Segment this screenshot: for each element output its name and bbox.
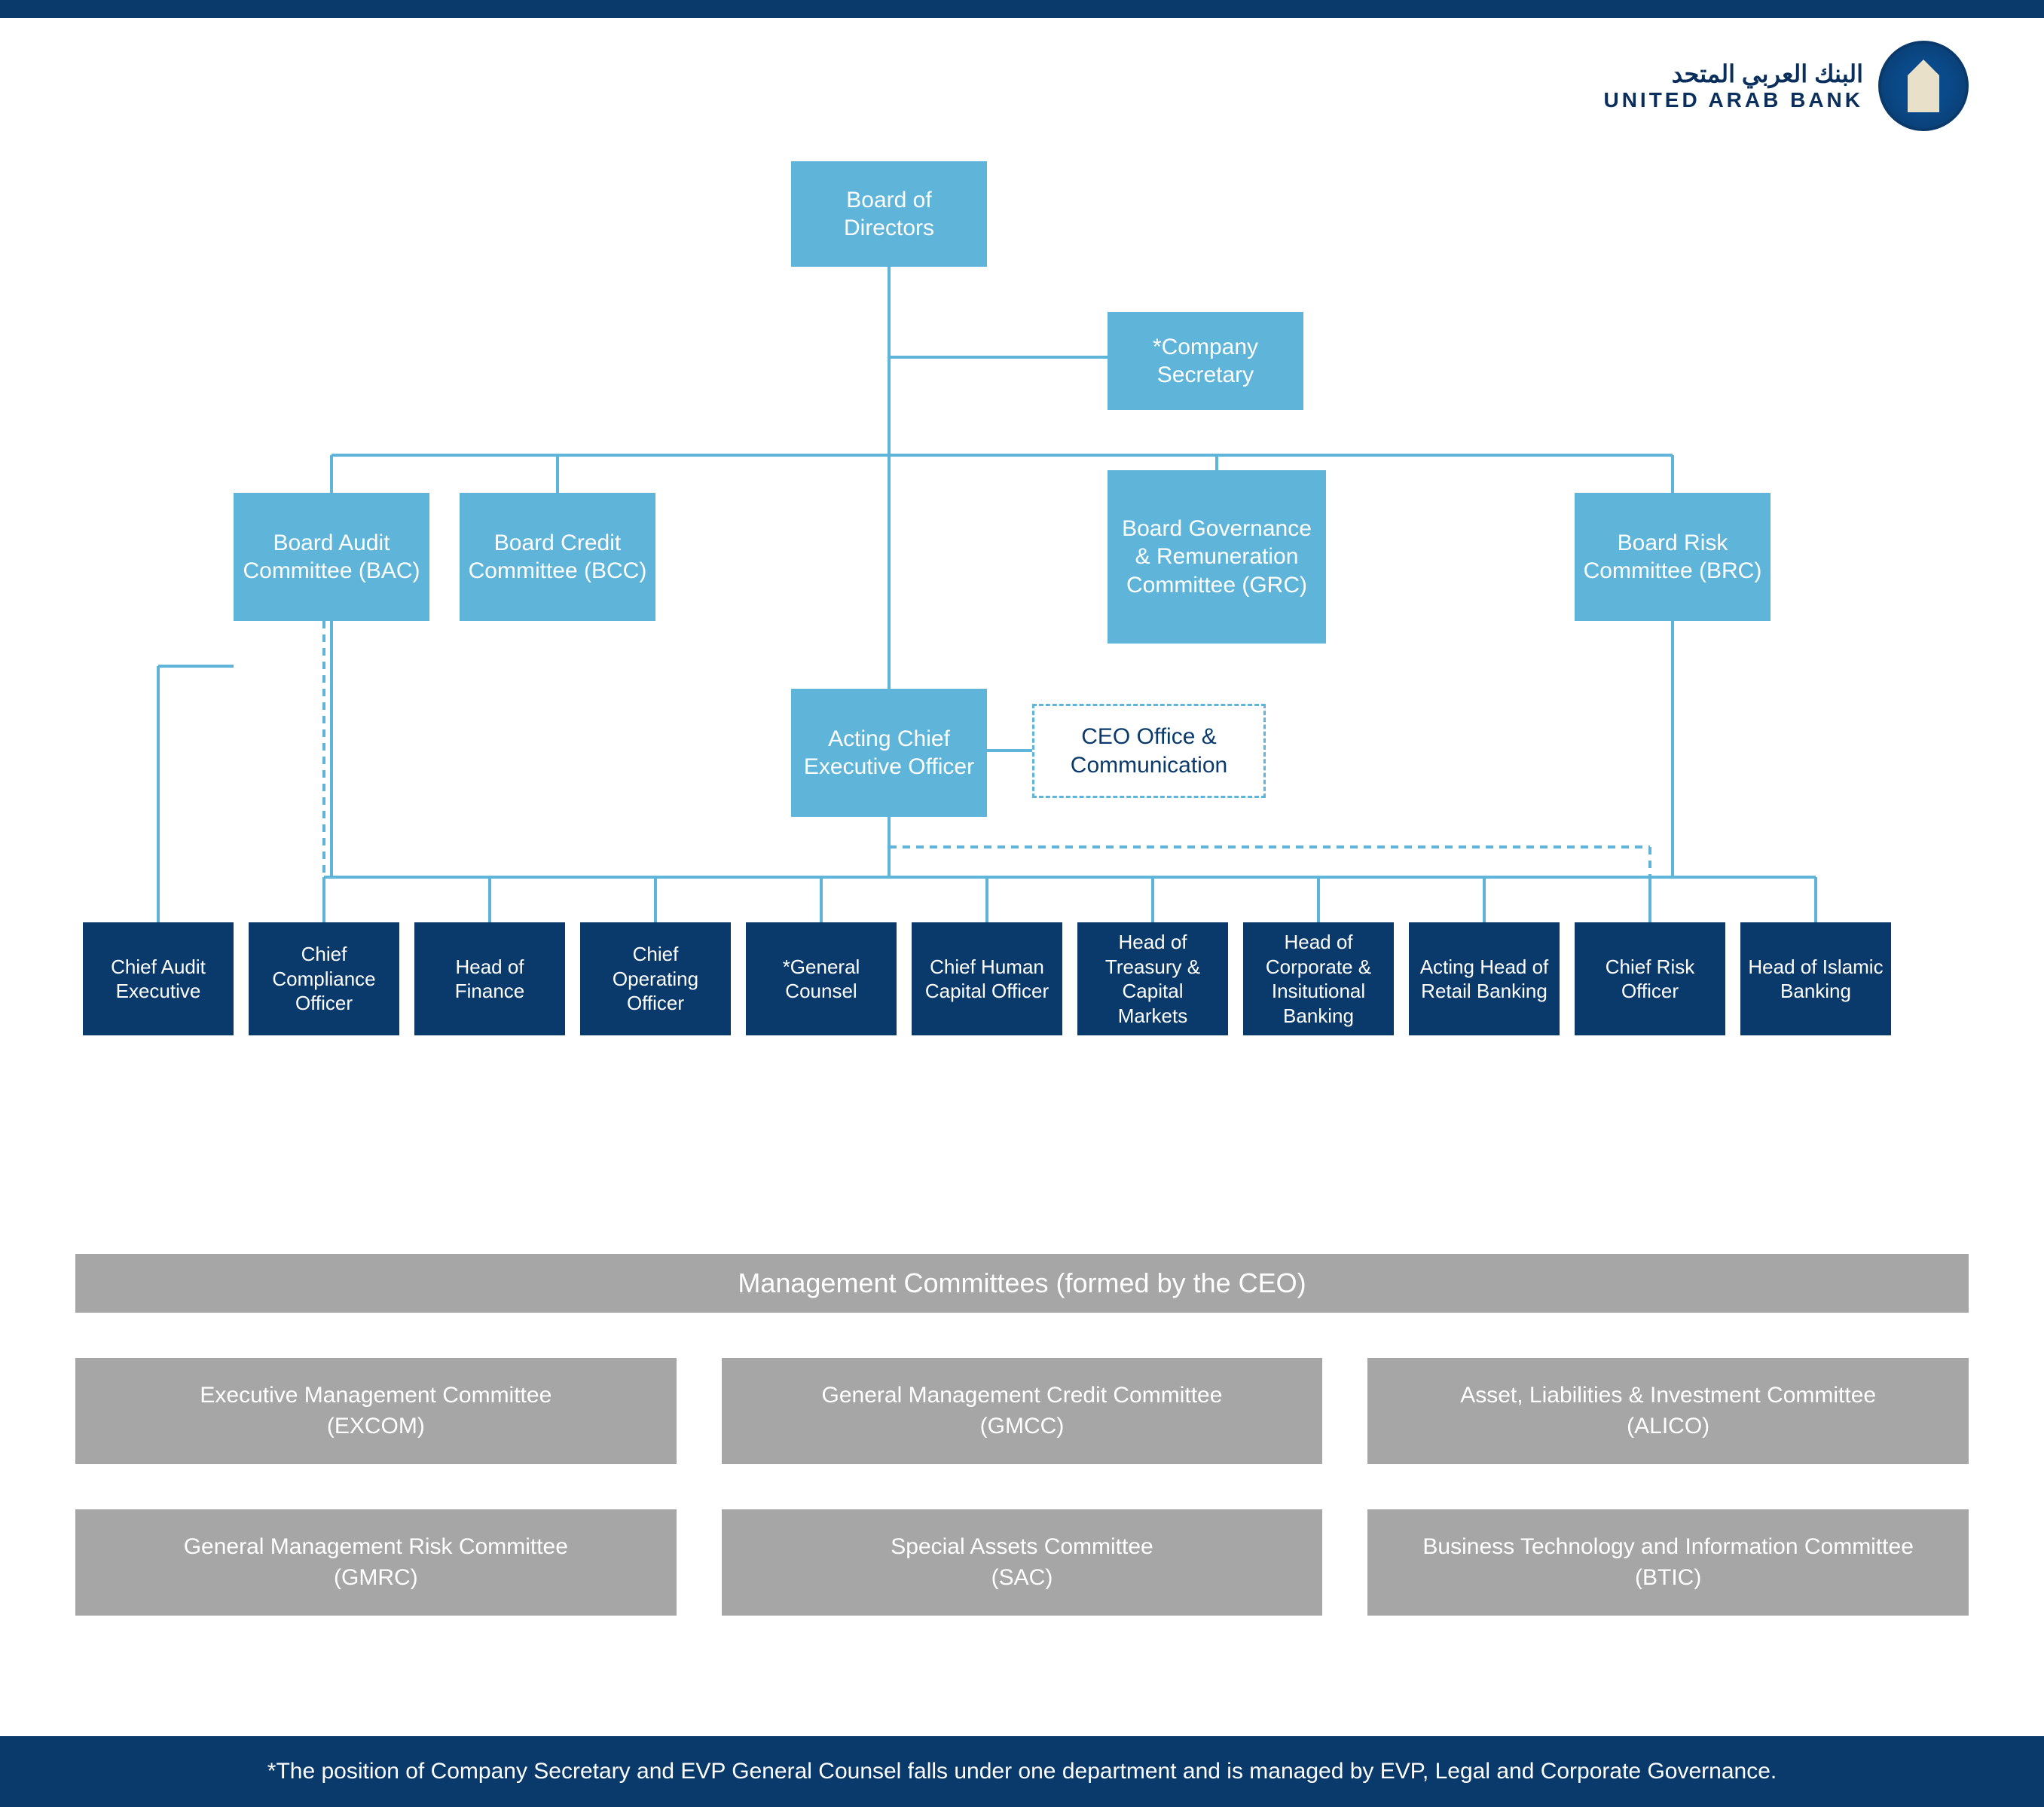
node-brc: Board Risk Committee (BRC) (1575, 493, 1771, 621)
logo-area: البنك العربي المتحد UNITED ARAB BANK (0, 18, 2044, 139)
node-exec10: Head of Islamic Banking (1740, 922, 1891, 1035)
node-bac: Board Audit Committee (BAC) (234, 493, 429, 621)
node-board: Board of Directors (791, 161, 987, 267)
mc-item-5: Business Technology and Information Comm… (1367, 1509, 1969, 1616)
mc-item-0: Executive Management Committee (EXCOM) (75, 1358, 677, 1464)
node-exec3: Chief Operating Officer (580, 922, 731, 1035)
node-exec0: Chief Audit Executive (83, 922, 234, 1035)
org-chart: Board of Directors *Company Secretary Boar… (0, 139, 2044, 1209)
mc-item-4: Special Assets Committee (SAC) (722, 1509, 1323, 1616)
mc-header: Management Committees (formed by the CEO… (75, 1254, 1969, 1313)
logo-text: البنك العربي المتحد UNITED ARAB BANK (1603, 60, 1863, 112)
node-ceo_office: CEO Office & Communication (1032, 704, 1266, 798)
footnote: *The position of Company Secretary and E… (0, 1736, 2044, 1807)
node-ceo: Acting Chief Executive Officer (791, 689, 987, 817)
node-exec6: Head of Treasury & Capital Markets (1077, 922, 1228, 1035)
node-bcc: Board Credit Committee (BCC) (460, 493, 655, 621)
logo-english: UNITED ARAB BANK (1603, 88, 1863, 112)
logo-arabic: البنك العربي المتحد (1603, 60, 1863, 88)
mc-item-1: General Management Credit Committee (GMC… (722, 1358, 1323, 1464)
node-exec1: Chief Compliance Officer (249, 922, 399, 1035)
connectors-svg (0, 139, 2044, 1209)
top-bar (0, 0, 2044, 18)
node-exec9: Chief Risk Officer (1575, 922, 1725, 1035)
node-exec5: Chief Human Capital Officer (912, 922, 1062, 1035)
node-exec8: Acting Head of Retail Banking (1409, 922, 1560, 1035)
node-exec2: Head of Finance (414, 922, 565, 1035)
node-secretary: *Company Secretary (1108, 312, 1303, 410)
mc-grid: Executive Management Committee (EXCOM) Ge… (75, 1358, 1969, 1616)
management-committees-section: Management Committees (formed by the CEO… (0, 1209, 2044, 1646)
mc-item-3: General Management Risk Committee (GMRC) (75, 1509, 677, 1616)
node-exec4: *General Counsel (746, 922, 897, 1035)
logo-icon (1878, 41, 1969, 131)
node-exec7: Head of Corporate & Insitutional Banking (1243, 922, 1394, 1035)
node-grc: Board Governance & Remuneration Committe… (1108, 470, 1326, 644)
mc-item-2: Asset, Liabilities & Investment Committe… (1367, 1358, 1969, 1464)
